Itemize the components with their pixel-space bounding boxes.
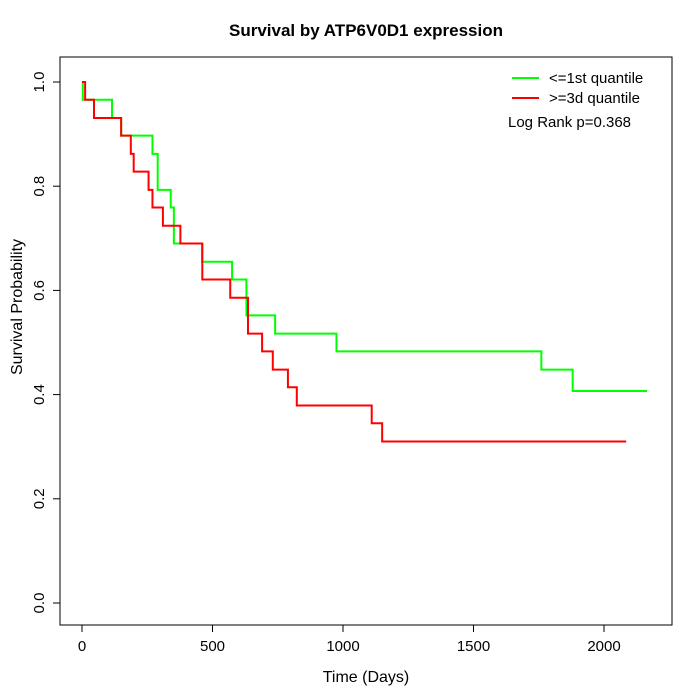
log-rank-p-value: Log Rank p=0.368 — [508, 114, 632, 131]
legend-item-third-quantile: >=3d quantile — [512, 88, 643, 108]
y-tick-label: 0.8 — [31, 176, 48, 197]
legend-item-first-quantile: <=1st quantile — [512, 68, 643, 88]
x-tick-label: 1000 — [326, 638, 359, 655]
y-axis-title: Survival Probability — [9, 238, 26, 376]
legend-line-green-icon — [512, 77, 539, 79]
y-tick-label: 1.0 — [31, 72, 48, 93]
km-curve-red — [82, 81, 627, 443]
legend-line-red-icon — [512, 97, 539, 99]
x-axis-title: Time (Days) — [322, 669, 410, 686]
x-tick-label: 500 — [200, 638, 225, 655]
x-tick-label: 2000 — [587, 638, 620, 655]
x-tick-label: 1500 — [457, 638, 490, 655]
y-tick-label: 0.6 — [31, 280, 48, 301]
y-tick-label: 0.2 — [31, 488, 48, 509]
y-tick-label: 0.4 — [31, 384, 48, 405]
y-tick-label: 0.0 — [31, 593, 48, 614]
chart-title: Survival by ATP6V0D1 expression — [228, 21, 504, 40]
legend-label-third-quantile: >=3d quantile — [549, 89, 640, 107]
plot-box — [59, 56, 673, 626]
legend-label-first-quantile: <=1st quantile — [549, 69, 644, 87]
x-tick-label: 0 — [78, 638, 86, 655]
legend: <=1st quantile >=3d quantile — [512, 68, 643, 108]
